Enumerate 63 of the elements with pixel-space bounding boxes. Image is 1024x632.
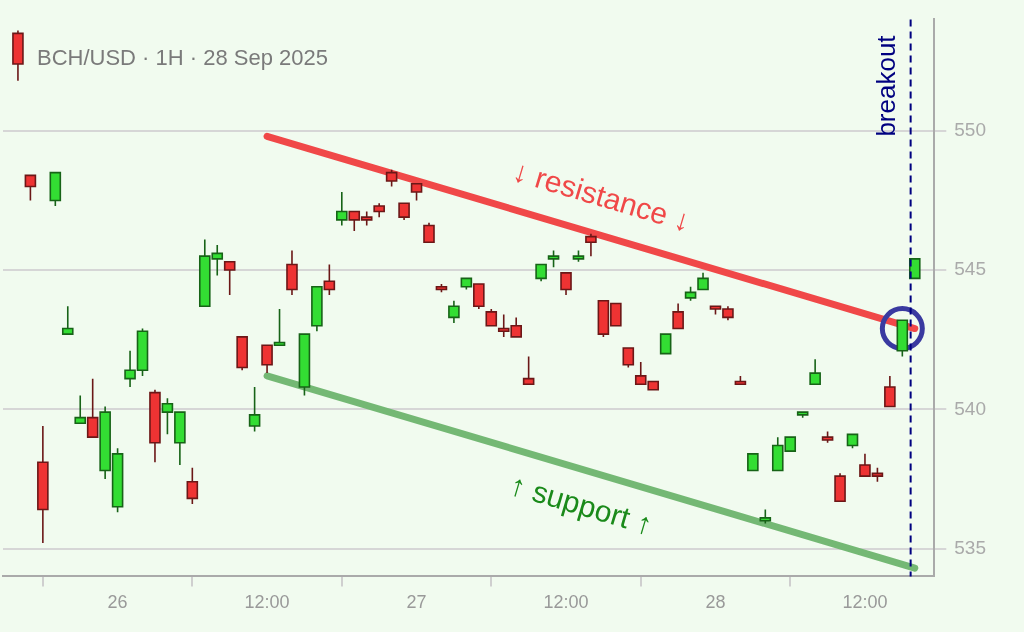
candlestick [884, 375, 896, 408]
x-tick-label: 12:00 [244, 592, 290, 613]
candlestick [659, 333, 672, 355]
candlestick [236, 336, 248, 372]
candlestick [460, 277, 473, 291]
x-tick-label: 12:00 [842, 592, 888, 613]
candlestick [261, 344, 273, 374]
candlestick [759, 508, 772, 525]
candlestick [373, 202, 385, 218]
candlestick [86, 377, 99, 438]
candlestick [37, 425, 49, 544]
candlestick [522, 355, 535, 386]
candlestick [323, 263, 336, 296]
candlestick [535, 263, 547, 282]
y-tick-label: 550 [954, 119, 986, 141]
candlestick [435, 283, 448, 294]
candlestick [846, 433, 859, 450]
candlestick [12, 29, 24, 82]
candlestick [24, 174, 37, 202]
text: BCH/USD · 1H · 28 Sep 2025 [37, 45, 329, 71]
candlestick [672, 302, 684, 330]
candlestick [61, 305, 74, 335]
y-tick-label: 545 [954, 258, 986, 280]
candlestick [547, 249, 560, 269]
candlestick [809, 358, 821, 386]
candlestick [410, 182, 423, 202]
candlestick [448, 299, 460, 324]
x-tick-label: 26 [107, 592, 128, 613]
candlestick [286, 249, 298, 296]
candlestick [697, 272, 709, 291]
ref-line-label: breakout [870, 34, 901, 137]
candlestick [398, 202, 410, 221]
candlestick [585, 233, 597, 257]
y-tick-label: 535 [954, 536, 986, 558]
candlestick [49, 171, 62, 207]
candlestick [223, 260, 236, 296]
candlestick [734, 375, 747, 386]
candlestick [572, 249, 585, 263]
candlestick [485, 308, 498, 327]
candlestick [473, 283, 485, 310]
candlestick [336, 191, 348, 227]
candlestick [896, 319, 909, 358]
candlestick [311, 285, 323, 333]
candlestick [248, 386, 261, 433]
candlestick [834, 472, 846, 503]
candlestick [684, 285, 697, 302]
y-tick-label: 540 [954, 397, 986, 419]
candlestick [423, 221, 435, 243]
candlestick [273, 308, 286, 347]
candlestick [186, 466, 199, 505]
x-tick-label: 27 [406, 592, 427, 613]
candlestick [560, 272, 572, 296]
candlestick [796, 411, 809, 419]
x-tick-label: 28 [705, 592, 726, 613]
candlestick [821, 430, 834, 444]
candlestick [622, 347, 635, 369]
x-tick-label: 12:00 [543, 592, 589, 613]
candlestick [298, 333, 311, 397]
candlestick [747, 453, 759, 472]
candlestick [149, 389, 161, 464]
candlestick [74, 394, 87, 425]
candlestick [385, 168, 398, 188]
annotation: ↑ support ↑ [506, 467, 657, 542]
